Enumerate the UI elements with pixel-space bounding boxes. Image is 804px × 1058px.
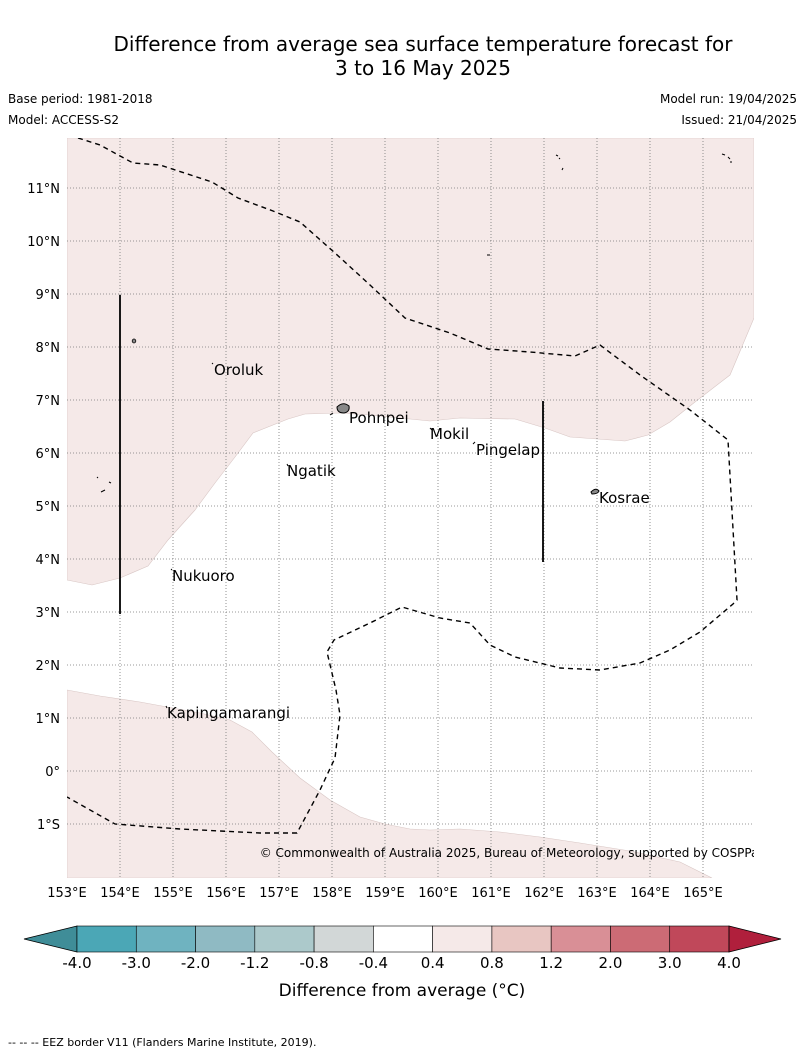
label-mokil: Mokil bbox=[430, 425, 469, 443]
latitude-label: 11°N bbox=[27, 182, 60, 197]
label-oroluk: Oroluk bbox=[214, 361, 263, 379]
longitude-label: 161°E bbox=[471, 886, 511, 901]
colorbar-segment bbox=[432, 925, 493, 953]
colorbar-segment bbox=[254, 925, 315, 953]
label-ngatik: Ngatik bbox=[287, 462, 336, 480]
pohnpei-island bbox=[336, 403, 350, 414]
kosrae-island bbox=[590, 488, 600, 495]
longitude-label: 153°E bbox=[47, 886, 87, 901]
label-pingelap: Pingelap bbox=[476, 441, 540, 459]
atoll-kapingamarangi bbox=[165, 705, 168, 709]
island-markers bbox=[96, 153, 732, 709]
colorbar-tick-label: -1.2 bbox=[240, 954, 269, 972]
colorbar-extend-high bbox=[728, 925, 782, 953]
colorbar-segment bbox=[491, 925, 552, 953]
longitude-labels: 153°E 154°E 155°E 156°E 157°E 158°E 159°E 160°E… bbox=[47, 886, 723, 901]
title-line-1: Difference from average sea surface temp… bbox=[113, 32, 733, 56]
atoll-west bbox=[131, 338, 137, 344]
anomaly-region-south bbox=[67, 689, 713, 878]
colorbar-tick-label: -0.8 bbox=[299, 954, 328, 972]
longitude-label: 158°E bbox=[312, 886, 352, 901]
title-line-2: 3 to 16 May 2025 bbox=[335, 56, 511, 80]
latitude-label: 6°N bbox=[36, 447, 61, 462]
anomaly-region-north bbox=[67, 138, 754, 586]
colorbar-tick-label: 2.0 bbox=[599, 954, 623, 972]
longitude-label: 155°E bbox=[153, 886, 193, 901]
gridlines bbox=[67, 138, 754, 878]
longitude-label: 159°E bbox=[365, 886, 405, 901]
label-nukuoro: Nukuoro bbox=[172, 567, 235, 585]
colorbar-tick-label: 0.4 bbox=[421, 954, 445, 972]
latitude-label: 4°N bbox=[36, 553, 61, 568]
colorbar-tick-label: -0.4 bbox=[359, 954, 388, 972]
colorbar-title: Difference from average (°C) bbox=[278, 981, 526, 1001]
colorbar-tick-labels: -4.0 -3.0 -2.0 -1.2 -0.8 -0.4 0.4 0.8 1.2 2.0 3.0 4… bbox=[62, 954, 741, 972]
colorbar-tick-label: -3.0 bbox=[122, 954, 151, 972]
colorbar-segment bbox=[313, 925, 374, 953]
latitude-label: 7°N bbox=[36, 394, 61, 409]
label-pohnpei: Pohnpei bbox=[349, 409, 409, 427]
latitude-labels: 11°N 10°N 9°N 8°N 7°N 6°N 5°N 4°N 3°N 2°N 1°N 0° 1°S bbox=[27, 182, 60, 833]
atoll-mokil bbox=[429, 427, 433, 431]
map-area: Oroluk Pohnpei Mokil Pingelap Ngatik Kos… bbox=[67, 138, 765, 878]
model-run: Model run: 19/04/2025 bbox=[659, 92, 797, 106]
copyright-notice: © Commonwealth of Australia 2025, Bureau… bbox=[260, 846, 765, 860]
longitude-label: 165°E bbox=[683, 886, 723, 901]
latitude-label: 8°N bbox=[36, 341, 61, 356]
colorbar-segment bbox=[610, 925, 671, 953]
longitude-label: 162°E bbox=[524, 886, 564, 901]
latitude-label: 9°N bbox=[36, 288, 61, 303]
colorbar-tick-label: 4.0 bbox=[717, 954, 741, 972]
colorbar-segment bbox=[550, 925, 611, 953]
colorbar-segment bbox=[76, 925, 137, 953]
colorbar-tick-label: 3.0 bbox=[658, 954, 682, 972]
atoll-ngatik bbox=[286, 463, 289, 467]
longitude-label: 156°E bbox=[206, 886, 246, 901]
colorbar-tick-label: 1.2 bbox=[539, 954, 563, 972]
atoll-far-northeast bbox=[721, 153, 732, 163]
model-name: Model: ACCESS-S2 bbox=[8, 113, 120, 127]
eez-legend-footer: -- -- -- EEZ border V11 (Flanders Marine… bbox=[8, 1036, 317, 1049]
colorbar-segment bbox=[195, 925, 256, 953]
latitude-label: 1°N bbox=[36, 712, 61, 727]
colorbar-segment bbox=[373, 925, 433, 953]
atoll-oroluk bbox=[211, 362, 214, 365]
colorbar-segment bbox=[135, 925, 196, 953]
atoll-southwest bbox=[96, 476, 112, 493]
map-title: Difference from average sea surface temp… bbox=[0, 32, 804, 80]
latitude-label: 0° bbox=[45, 765, 60, 780]
longitude-label: 154°E bbox=[100, 886, 140, 901]
longitude-label: 157°E bbox=[259, 886, 299, 901]
latitude-label: 5°N bbox=[36, 500, 61, 515]
place-labels: Oroluk Pohnpei Mokil Pingelap Ngatik Kos… bbox=[167, 361, 650, 722]
atoll-northeast bbox=[555, 154, 564, 171]
colorbar-tick-label: -2.0 bbox=[181, 954, 210, 972]
latitude-label: 10°N bbox=[27, 235, 60, 250]
colorbar-segment bbox=[669, 925, 730, 953]
longitude-label: 160°E bbox=[418, 886, 458, 901]
colorbar bbox=[23, 925, 782, 953]
issued-date: Issued: 21/04/2025 bbox=[681, 113, 797, 127]
atoll-pingelap bbox=[472, 441, 476, 445]
latitude-label: 2°N bbox=[36, 659, 61, 674]
base-period: Base period: 1981-2018 bbox=[8, 92, 153, 106]
ant-atoll bbox=[329, 412, 334, 416]
label-kosrae: Kosrae bbox=[599, 489, 650, 507]
longitude-label: 164°E bbox=[630, 886, 670, 901]
longitude-label: 163°E bbox=[577, 886, 617, 901]
colorbar-extend-low bbox=[23, 925, 78, 953]
label-kapingamarangi: Kapingamarangi bbox=[167, 704, 290, 722]
atoll-nukuoro bbox=[170, 568, 173, 571]
colorbar-tick-label: 0.8 bbox=[480, 954, 504, 972]
latitude-label: 1°S bbox=[37, 818, 60, 833]
colorbar-tick-label: -4.0 bbox=[62, 954, 91, 972]
latitude-label: 3°N bbox=[36, 606, 61, 621]
